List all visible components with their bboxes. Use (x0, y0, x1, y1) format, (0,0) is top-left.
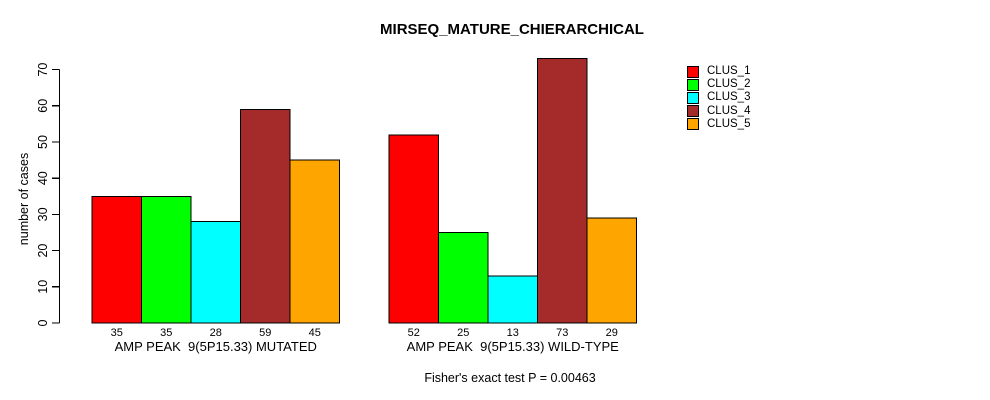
bar-clus_1 (388, 134, 439, 324)
legend-label: CLUS_1 (707, 65, 751, 78)
legend-swatch-clus_2 (687, 78, 699, 91)
legend-swatch-clus_5 (687, 118, 699, 131)
legend-row: CLUS_2 (687, 78, 750, 91)
bar-clus_5 (289, 159, 340, 324)
y-tick-label: 30 (36, 207, 50, 221)
y-tick-label: 0 (36, 319, 50, 326)
y-tick-label: 50 (36, 135, 50, 149)
bar-clus_4 (240, 108, 291, 324)
bar-value-label: 73 (556, 327, 568, 339)
bar-clus_5 (586, 217, 637, 324)
legend-row: CLUS_4 (687, 105, 750, 118)
bar-clus_2 (141, 195, 192, 324)
legend: CLUS_1 CLUS_2 CLUS_3 CLUS_4 CLUS_5 (687, 65, 750, 131)
legend-swatch-clus_4 (687, 105, 699, 118)
legend-label: CLUS_4 (707, 104, 751, 117)
bar-value-label: 59 (259, 327, 271, 339)
category-label: AMP PEAK 9(5P15.33) WILD-TYPE (407, 339, 619, 354)
bar-value-label: 35 (160, 327, 172, 339)
y-tick-label: 10 (36, 280, 50, 294)
bar-value-label: 52 (408, 327, 420, 339)
bar-clus_1 (91, 195, 142, 324)
bar-clus_3 (487, 275, 538, 324)
statistical-test-note: Fisher's exact test P = 0.00463 (424, 371, 596, 385)
y-tick-label: 20 (36, 244, 50, 258)
legend-label: CLUS_2 (707, 78, 751, 91)
category-label: AMP PEAK 9(5P15.33) MUTATED (115, 339, 317, 354)
bar-value-label: 28 (210, 327, 222, 339)
y-tick-label: 70 (36, 63, 50, 77)
chart-title: MIRSEQ_MATURE_CHIERARCHICAL (380, 21, 644, 38)
legend-swatch-clus_3 (687, 91, 699, 104)
legend-row: CLUS_5 (687, 118, 750, 131)
legend-label: CLUS_5 (707, 117, 751, 130)
y-tick-label: 40 (36, 171, 50, 185)
bar-clus_2 (438, 232, 489, 324)
bar-value-label: 29 (606, 327, 618, 339)
bar-value-label: 13 (507, 327, 519, 339)
bar-clus_4 (537, 58, 588, 324)
bar-value-label: 35 (111, 327, 123, 339)
bar-clus_3 (190, 221, 241, 324)
legend-row: CLUS_3 (687, 91, 750, 104)
legend-label: CLUS_3 (707, 91, 751, 104)
bar-value-label: 25 (457, 327, 469, 339)
legend-swatch-clus_1 (687, 65, 699, 78)
bar-value-label: 45 (309, 327, 321, 339)
y-tick-label: 60 (36, 99, 50, 113)
legend-row: CLUS_1 (687, 65, 750, 78)
